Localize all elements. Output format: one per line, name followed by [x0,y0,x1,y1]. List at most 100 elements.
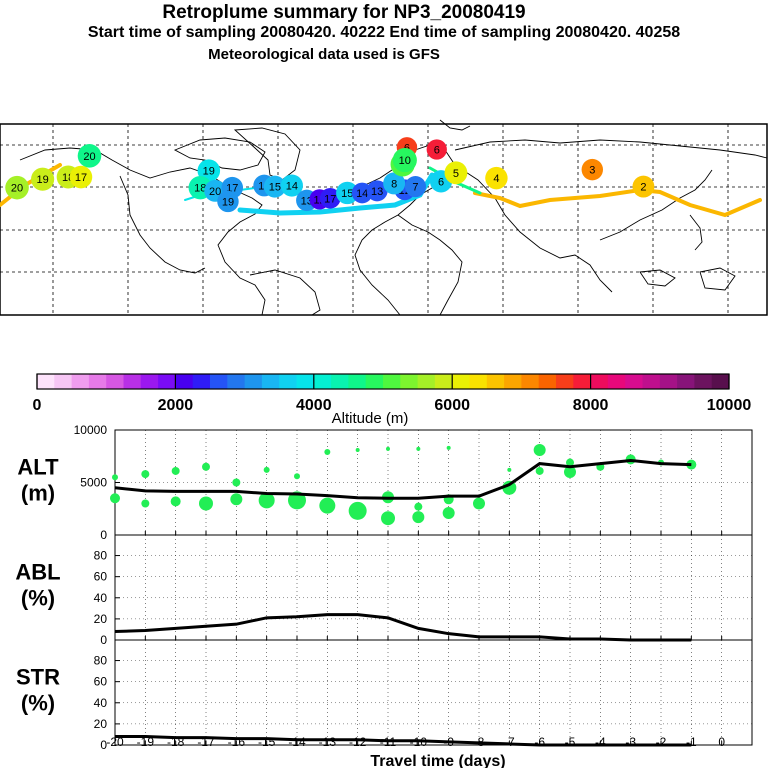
plume-marker [217,190,239,213]
y-tick-label: 20 [94,717,108,731]
plume-marker [263,175,286,198]
alt-scatter-point [446,445,451,450]
alt-scatter-point [381,511,395,526]
altitude-colorbar: 0 2000 4000 6000 8000 10000 [33,373,752,414]
alt-scatter-point [110,493,120,504]
colorbar-swatch [71,374,90,389]
panel-ylabel-unit: (%) [21,586,55,611]
plume-marker-label: 17 [324,193,336,205]
plume-marker-label: 4 [493,173,499,185]
colorbar-swatch [607,374,626,389]
y-tick-label: 0 [100,738,107,752]
colorbar-swatch [642,374,661,389]
series-line-str [115,735,692,747]
y-tick-label: 0 [100,528,107,542]
colorbar-swatch [521,374,540,389]
plume-marker [404,176,427,198]
y-tick-label: 5000 [80,476,107,490]
series-line-abl [114,613,692,642]
plume-marker-label: 18 [194,183,206,195]
plume-marker-label: 13 [371,186,383,198]
panel-ylabel-unit: (%) [21,691,55,716]
colorbar-swatch [504,374,522,389]
alt-scatter-point [348,501,367,520]
plume-marker-label: 20 [209,186,221,198]
plume-marker-label: 15 [269,182,281,194]
colorbar-swatch [677,374,695,389]
alt-scatter-point [170,496,181,507]
colorbar-tick: 2000 [158,397,194,414]
plume-marker [319,187,341,209]
panel-ylabel: STR [16,665,60,690]
colorbar-tick: 4000 [296,397,332,414]
plume-marker [5,175,29,200]
colorbar-swatch [711,374,730,389]
plume-marker-label: 7 [412,182,418,194]
y-tick-label: 0 [100,633,107,647]
y-tick-label: 60 [94,675,108,689]
plume-marker [581,158,604,181]
plume-marker-label: 20 [83,151,95,163]
series-line-alt [114,458,692,500]
panel-frame [114,639,753,746]
plume-marker-label: 3 [589,165,595,177]
alt-scatter-point [112,474,118,481]
alt-scatter-point [258,492,275,509]
panel-frame [114,534,753,641]
plume-marker-label: 19 [203,166,215,178]
alt-scatter-point [141,499,150,508]
y-tick-label: 20 [94,612,108,626]
alt-scatter-point [412,511,425,524]
colorbar-label: Altitude (m) [332,410,409,427]
alt-scatter-point [199,496,213,511]
alt-scatter-point [507,467,512,472]
alt-scatter-point [288,491,306,510]
alt-scatter-point [263,466,270,473]
plume-marker-label: 19 [36,174,48,186]
colorbar-swatch [244,374,263,389]
plume-marker [366,180,388,202]
plume-marker-label: 19 [222,196,234,208]
plume-marker [392,148,417,173]
plume-marker-label: 14 [286,181,298,193]
plume-marker-label: 6 [434,144,440,156]
y-tick-label: 80 [94,654,108,668]
y-tick-label: 40 [94,696,108,710]
plume-marker [426,139,447,160]
colorbar-swatch [469,374,488,389]
panel-ylabel-unit: (m) [21,481,55,506]
plume-marker-label: 14 [356,188,368,200]
colorbar-tick: 6000 [434,397,470,414]
y-tick-label: 60 [94,570,108,584]
plume-marker [444,161,468,185]
colorbar-tick: 10000 [707,397,752,414]
alt-scatter-point [141,470,150,479]
chart-title: Retroplume summary for NP3_20080419 [162,2,526,23]
y-tick-label: 80 [94,549,108,563]
colorbar-swatch [694,374,713,389]
colorbar-swatch [573,374,592,389]
alt-scatter-point [533,443,546,456]
colorbar-swatch [261,374,280,389]
alt-scatter-point [230,493,243,506]
alt-scatter-point [502,480,517,495]
met-data-note: Meteorological data used is GFS [208,46,440,63]
plume-marker [69,165,93,189]
colorbar-swatch [348,374,367,389]
colorbar-swatch [590,374,609,389]
colorbar-swatch [417,374,436,389]
alt-scatter-point [232,478,241,487]
colorbar-swatch [140,374,159,389]
colorbar-swatch [175,374,194,389]
sampling-times: Start time of sampling 20080420. 40222 E… [87,24,681,41]
alt-scatter-point [535,466,544,475]
alt-scatter-point [442,506,455,519]
plume-marker-label: 20 [11,183,23,195]
colorbar-swatch [296,374,315,389]
colorbar-swatch [313,374,332,389]
colorbar-swatch [556,374,574,389]
colorbar-swatch [54,374,73,389]
alt-scatter-point [386,446,390,451]
y-tick-label: 10000 [74,423,108,437]
